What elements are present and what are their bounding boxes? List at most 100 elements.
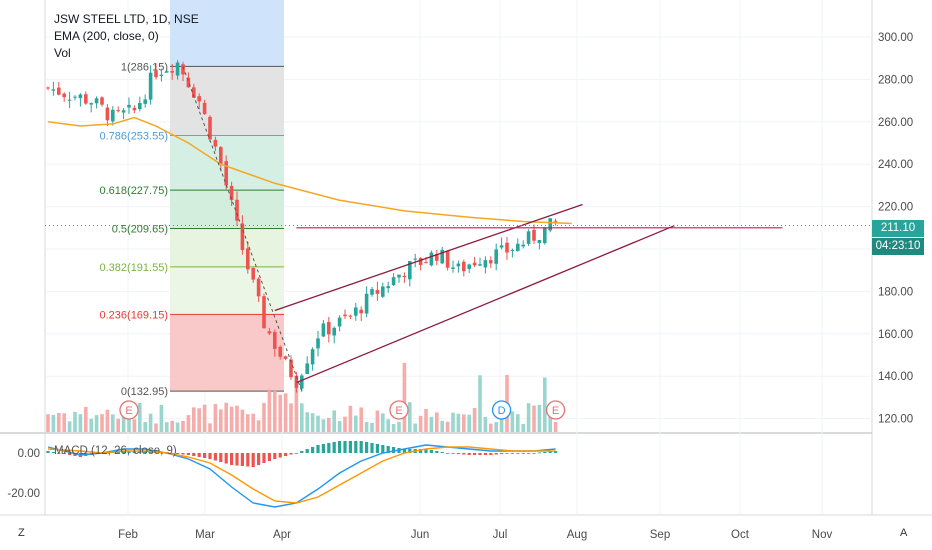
volume-bars (46, 362, 558, 432)
macd-histogram-bar (262, 453, 266, 463)
fib-level-label: 0.786(253.55) (100, 130, 169, 142)
candle-body (294, 375, 299, 388)
macd-histogram-bar (516, 453, 520, 454)
volume-bar (310, 413, 315, 432)
macd-histogram-bar (46, 451, 50, 453)
volume-bar (397, 421, 401, 432)
ema-200-line (47, 116, 572, 225)
macd-histogram-bar (332, 442, 336, 453)
x-tick-label: Apr (273, 529, 291, 541)
volume-bar (67, 421, 72, 432)
candle-body (111, 109, 115, 122)
macd-histogram-bar (348, 441, 352, 453)
volume-bar (451, 412, 455, 432)
candle-body (229, 185, 234, 201)
macd-histogram-bar (289, 453, 293, 455)
macd-legend: MACD (12, 26, close, 9) (54, 443, 177, 460)
candle-body (105, 107, 110, 121)
volume-bar (283, 393, 288, 432)
volume-bar (294, 384, 299, 432)
volume-bar (111, 414, 115, 432)
candle-body (467, 264, 471, 269)
macd-histogram-bar (354, 441, 358, 453)
candle-body (89, 103, 93, 105)
candle-body (305, 363, 309, 375)
volume-bar (267, 389, 272, 432)
candle-body (386, 286, 390, 289)
macd-histogram-bar (224, 453, 228, 464)
x-tick-label: Sep (650, 529, 670, 541)
volume-bar (456, 413, 461, 432)
volume-bar (262, 402, 266, 432)
y-tick-label: 260.00 (878, 117, 913, 129)
auto-scale-button[interactable]: A (900, 527, 908, 539)
candle-body (208, 116, 212, 140)
macd-histogram-bar (467, 453, 471, 455)
candle-body (94, 98, 99, 104)
channel-lower-line (296, 225, 675, 384)
y-tick-label: 140.00 (878, 371, 913, 383)
macd-histogram-bar (494, 453, 498, 455)
macd-histogram-bar (381, 445, 385, 453)
volume-bar (57, 413, 61, 432)
macd-histogram-bar (554, 451, 558, 453)
volume-bar (73, 411, 77, 432)
channel-upper-line (274, 203, 583, 312)
macd-histogram-bar (370, 443, 374, 453)
candle-body (300, 375, 304, 389)
volume-bar (94, 415, 99, 432)
candle-body (246, 248, 250, 270)
volume-bar (78, 414, 83, 432)
macd-histogram-bar (446, 453, 450, 454)
macd-histogram-bar (73, 453, 77, 456)
candle-body (138, 102, 142, 110)
fib-level-label: 0(132.95) (121, 386, 168, 398)
event-marker-label: E (552, 405, 559, 417)
macd-histogram-bar (267, 453, 271, 461)
volume-bar (424, 409, 428, 432)
y-tick-label: 220.00 (878, 202, 913, 214)
volume-bar (543, 377, 547, 432)
legend-macd[interactable]: MACD (12, 26, close, 9) (54, 445, 177, 457)
volume-bar (521, 423, 525, 432)
volume-bar (483, 416, 488, 432)
legend-symbol[interactable]: JSW STEEL LTD, 1D, NSE (54, 12, 199, 26)
macd-histogram-bar (127, 451, 131, 453)
macd-histogram-bar (181, 453, 185, 455)
event-marker-label: E (395, 405, 402, 417)
candle-body (537, 239, 542, 244)
volume-bar (148, 413, 153, 432)
candle-body (219, 147, 223, 164)
macd-histogram-bar (192, 453, 196, 456)
macd-histogram-bar (548, 451, 552, 453)
volume-bar (332, 410, 336, 432)
macd-histogram-bar (284, 453, 288, 456)
candle-body (494, 249, 498, 264)
macd-histogram-bar (235, 453, 239, 466)
macd-histogram-bar (132, 451, 136, 453)
legend-vol[interactable]: Vol (54, 46, 71, 60)
volume-bar (359, 407, 363, 432)
macd-histogram-bar (219, 453, 223, 462)
y-tick-label: 160.00 (878, 329, 913, 341)
candle-body (310, 349, 315, 365)
candle-body (100, 97, 104, 105)
macd-histogram-bar (294, 453, 298, 454)
fib-extension-zone (170, 0, 284, 67)
legend-ema[interactable]: EMA (200, close, 0) (54, 29, 159, 43)
candle-body (143, 99, 147, 104)
x-tick-label: Oct (731, 529, 750, 541)
volume-bar (89, 418, 93, 432)
candle-body (526, 231, 531, 244)
volume-bar (175, 422, 180, 432)
candle-body (532, 229, 536, 241)
candle-body (413, 258, 417, 260)
macd-histogram-bar (505, 453, 509, 454)
volume-bar (127, 409, 131, 432)
candle-body (202, 102, 207, 115)
x-tick-label: Nov (812, 529, 833, 541)
timezone-button[interactable]: Z (18, 527, 25, 539)
